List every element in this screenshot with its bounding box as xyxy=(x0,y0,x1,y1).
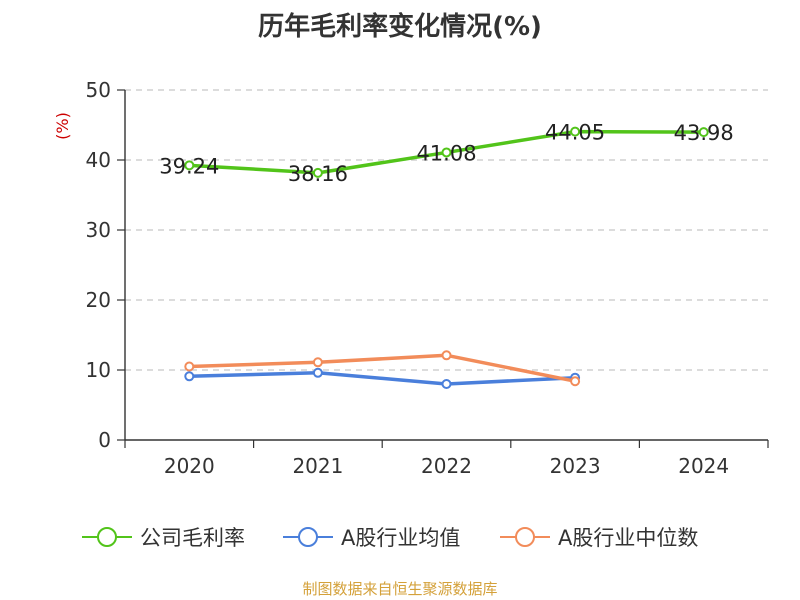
data-point xyxy=(312,167,323,178)
data-point xyxy=(698,127,709,138)
y-tick-label: 40 xyxy=(86,148,111,172)
data-label: 44.05 xyxy=(545,121,605,145)
source-footer: 制图数据来自恒生聚源数据库 xyxy=(302,580,498,598)
data-point xyxy=(184,160,195,171)
x-tick-label: 2022 xyxy=(421,454,472,478)
data-point xyxy=(441,350,452,361)
data-point xyxy=(312,357,323,368)
legend-marker xyxy=(97,527,117,547)
legend-label: A股行业均值 xyxy=(341,526,460,550)
x-tick-label: 2020 xyxy=(164,454,215,478)
legend-label: A股行业中位数 xyxy=(558,526,698,550)
data-point xyxy=(570,126,581,137)
y-tick-label: 0 xyxy=(98,428,111,452)
x-tick-label: 2023 xyxy=(550,454,601,478)
y-tick-label: 50 xyxy=(86,78,111,102)
y-axis-unit-label: (%) xyxy=(53,112,72,140)
series-line xyxy=(189,353,576,383)
legend-marker xyxy=(515,527,535,547)
y-tick-label: 10 xyxy=(86,358,111,382)
data-point xyxy=(184,361,195,372)
data-label: 41.08 xyxy=(416,141,476,165)
data-label: 39.24 xyxy=(159,154,219,178)
data-point xyxy=(184,371,195,382)
data-point xyxy=(570,376,581,387)
chart-title: 历年毛利率变化情况(%) xyxy=(258,12,542,42)
data-label: 43.98 xyxy=(674,121,734,145)
data-point xyxy=(312,367,323,378)
data-point xyxy=(441,147,452,158)
y-tick-label: 20 xyxy=(86,288,111,312)
x-tick-label: 2021 xyxy=(292,454,343,478)
legend-label: 公司毛利率 xyxy=(140,526,245,550)
legend-marker xyxy=(298,527,318,547)
data-label: 38.16 xyxy=(288,162,348,186)
y-tick-label: 30 xyxy=(86,218,111,242)
data-point xyxy=(441,379,452,389)
x-tick-label: 2024 xyxy=(678,454,729,478)
series-line xyxy=(189,371,576,386)
